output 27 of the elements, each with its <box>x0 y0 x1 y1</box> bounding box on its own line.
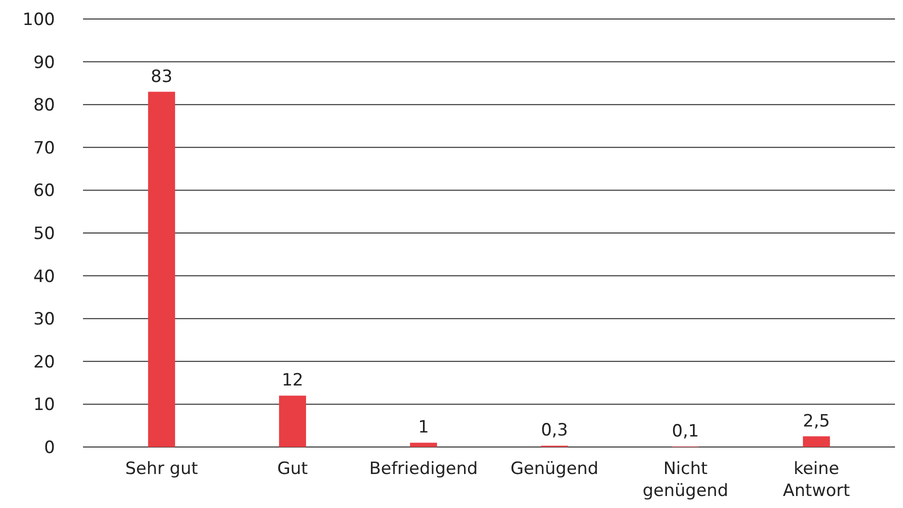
x-tick-label: Gut <box>277 459 308 479</box>
y-tick-label: 0 <box>44 438 55 458</box>
data-label: 2,5 <box>802 411 830 432</box>
bar <box>279 396 306 447</box>
data-label: 12 <box>282 370 304 391</box>
y-tick-label: 10 <box>33 395 55 416</box>
y-tick-label: 60 <box>33 181 55 202</box>
bar <box>802 436 830 447</box>
x-tick-label: keine Antwort <box>782 459 850 501</box>
bar <box>148 92 176 447</box>
data-label: 0,1 <box>672 422 699 442</box>
x-tick-label: Genügend <box>510 459 598 479</box>
y-tick-label: 20 <box>33 352 55 372</box>
data-label: 1 <box>418 418 429 438</box>
bar <box>410 442 438 447</box>
y-tick-label: 40 <box>33 266 55 287</box>
y-tick-label: 30 <box>33 310 55 330</box>
x-tick-label: Sehr gut <box>125 459 198 479</box>
y-tick-label: 70 <box>33 138 55 158</box>
y-tick-label: 100 <box>22 10 55 30</box>
x-tick-label: Nicht genügend <box>642 459 728 501</box>
y-tick-label: 90 <box>33 52 55 73</box>
data-label: 0,3 <box>540 420 568 441</box>
data-label: 83 <box>150 66 172 87</box>
y-tick-label: 50 <box>33 224 55 244</box>
x-tick-label: Befriedigend <box>369 459 478 479</box>
y-tick-label: 80 <box>33 96 55 116</box>
